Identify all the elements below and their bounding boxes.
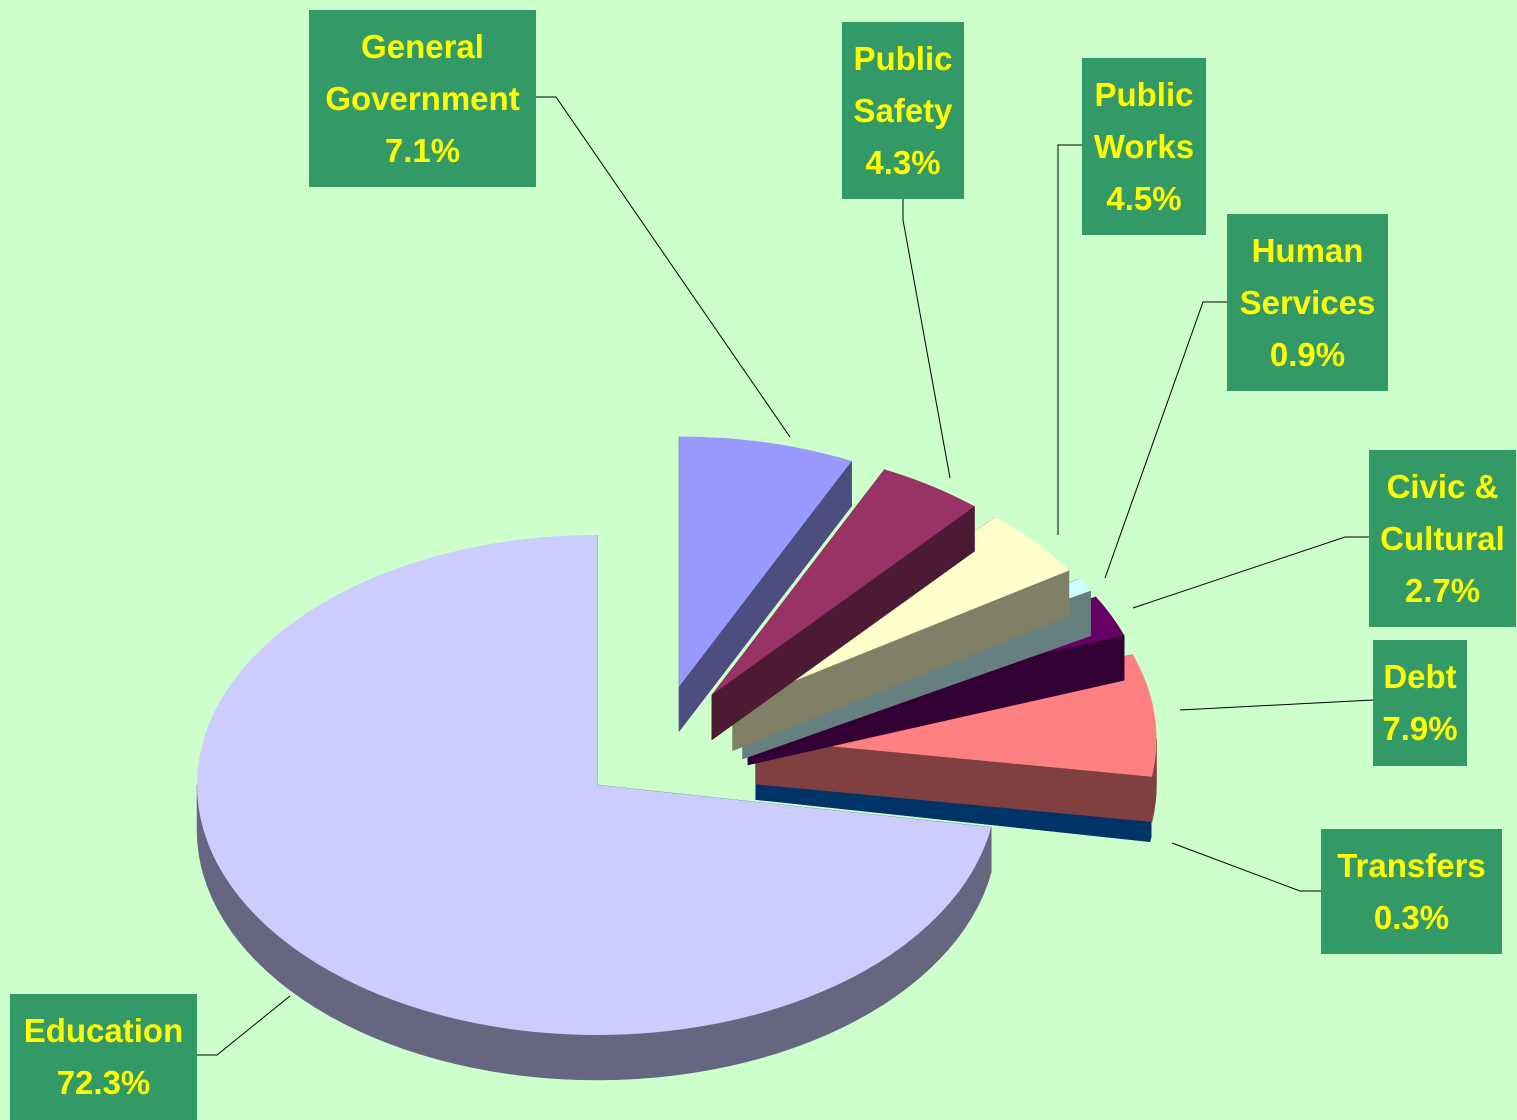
category-label: Public Works [1093, 75, 1195, 165]
data-label: Transfers 0.3% [1321, 829, 1502, 954]
category-label: Debt [1383, 658, 1457, 695]
value-label: 0.3% [1373, 898, 1450, 936]
data-label: Public Works 4.5% [1082, 58, 1206, 235]
leader-line [197, 995, 291, 1056]
leader-line [902, 199, 951, 479]
slice [679, 436, 852, 687]
data-label: General Government 7.1% [309, 10, 536, 187]
value-label: 0.9% [1269, 335, 1346, 373]
value-label: 72.3% [56, 1064, 151, 1101]
slice [711, 469, 975, 695]
category-label: General Government [325, 27, 520, 117]
leader-line [1104, 301, 1227, 579]
data-label: Public Safety 4.3% [842, 22, 964, 199]
slice-side [711, 505, 975, 741]
category-label: Human Services [1239, 231, 1376, 321]
data-label: Debt 7.9% [1373, 640, 1467, 766]
slice-side [732, 570, 1070, 752]
category-label: Transfers [1337, 846, 1486, 884]
data-label: Education 72.3% [10, 994, 197, 1120]
value-label: 7.1% [384, 131, 461, 169]
leader-line [1057, 144, 1082, 535]
category-label: Education [23, 1012, 184, 1049]
category-label: Public Safety [853, 39, 953, 129]
slice [196, 535, 992, 1035]
data-label: Civic & Cultural 2.7% [1369, 450, 1516, 627]
leader-line [536, 96, 791, 438]
data-label: Human Services 0.9% [1227, 214, 1388, 391]
leader-line [1132, 536, 1369, 609]
value-label: 4.5% [1106, 179, 1182, 217]
value-label: 2.7% [1404, 571, 1481, 609]
leader-line [1171, 842, 1321, 892]
value-label: 7.9% [1382, 710, 1458, 747]
slice-wall [196, 784, 992, 1081]
category-label: Civic & Cultural [1380, 467, 1505, 557]
leader-line [1179, 699, 1374, 711]
value-label: 4.3% [865, 143, 941, 181]
